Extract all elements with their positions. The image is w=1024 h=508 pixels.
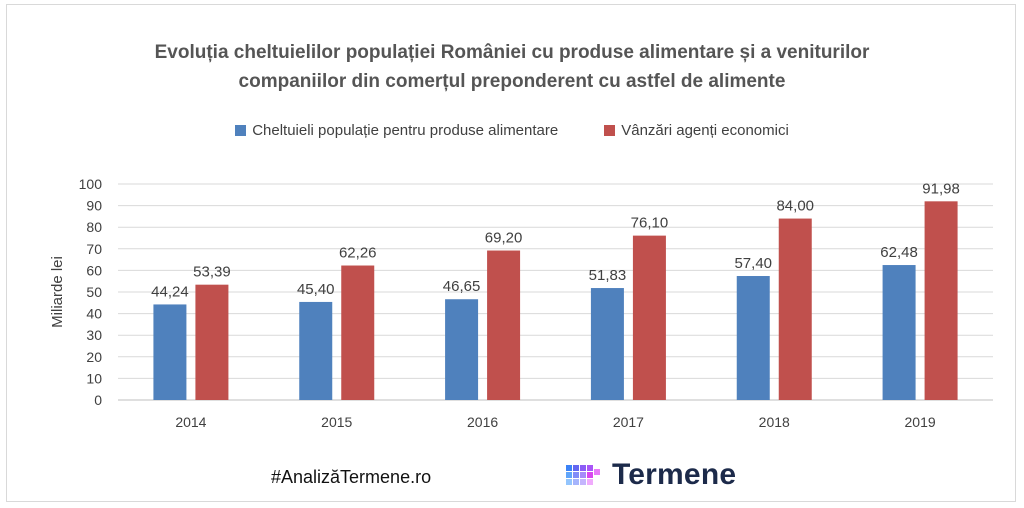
legend-item-series-1: Cheltuieli populație pentru produse alim… xyxy=(235,122,558,139)
data-label: 62,26 xyxy=(339,245,377,262)
bar xyxy=(299,301,333,400)
y-tick-label: 30 xyxy=(86,327,102,343)
bar xyxy=(341,265,375,400)
data-label: 44,24 xyxy=(151,283,189,300)
data-label: 51,83 xyxy=(589,267,627,284)
y-tick-label: 100 xyxy=(79,176,103,192)
y-tick-label: 10 xyxy=(86,370,102,386)
bar xyxy=(924,201,958,400)
chart-title-line-1: Evoluția cheltuielilor populației Români… xyxy=(154,42,870,63)
y-tick-label: 90 xyxy=(86,198,102,214)
chart-title: Evoluția cheltuielilor populației Români… xyxy=(0,38,1024,96)
y-tick-label: 60 xyxy=(86,262,102,278)
x-tick-label: 2016 xyxy=(467,414,498,430)
bar xyxy=(195,284,229,400)
termene-logo: Termene xyxy=(564,458,736,492)
x-tick-label: 2015 xyxy=(321,414,352,430)
bar xyxy=(153,304,187,400)
data-label: 57,40 xyxy=(734,255,772,272)
bar xyxy=(445,299,479,400)
bar xyxy=(487,250,521,400)
bar xyxy=(778,218,812,400)
y-tick-label: 0 xyxy=(94,392,102,408)
chart-legend: Cheltuieli populație pentru produse alim… xyxy=(0,122,1024,139)
x-tick-label: 2017 xyxy=(613,414,644,430)
y-axis-label: Miliarde lei xyxy=(49,256,66,328)
data-label: 62,48 xyxy=(880,244,918,261)
bar xyxy=(882,265,916,400)
data-label: 69,20 xyxy=(485,230,523,247)
hashtag-text: #AnalizăTermene.ro xyxy=(271,467,432,487)
y-tick-label: 70 xyxy=(86,241,102,257)
brand-name: Termene xyxy=(612,458,737,491)
y-tick-label: 50 xyxy=(86,284,102,300)
x-tick-label: 2019 xyxy=(905,414,936,430)
legend-swatch-series-2 xyxy=(604,125,616,136)
data-label: 76,10 xyxy=(631,215,669,232)
legend-label-series-2: Vânzări agenți economici xyxy=(621,122,789,139)
legend-swatch-series-1 xyxy=(235,125,247,136)
cube-grid-logo-icon xyxy=(566,465,600,485)
data-label: 45,40 xyxy=(297,281,335,298)
bar xyxy=(632,235,666,400)
data-label: 46,65 xyxy=(443,278,481,295)
legend-label-series-1: Cheltuieli populație pentru produse alim… xyxy=(252,122,559,139)
x-tick-label: 2014 xyxy=(175,414,206,430)
bar xyxy=(736,276,770,400)
legend-item-series-2: Vânzări agenți economici xyxy=(604,122,789,139)
y-tick-label: 20 xyxy=(86,349,102,365)
data-label: 53,39 xyxy=(193,264,231,281)
y-tick-label: 80 xyxy=(86,219,102,235)
y-tick-label: 40 xyxy=(86,306,102,322)
bar xyxy=(590,288,624,400)
data-label: 84,00 xyxy=(776,198,814,215)
chart-title-line-2: companiilor din comerțul preponderent cu… xyxy=(238,71,786,92)
data-label: 91,98 xyxy=(922,180,960,197)
x-tick-label: 2018 xyxy=(759,414,790,430)
